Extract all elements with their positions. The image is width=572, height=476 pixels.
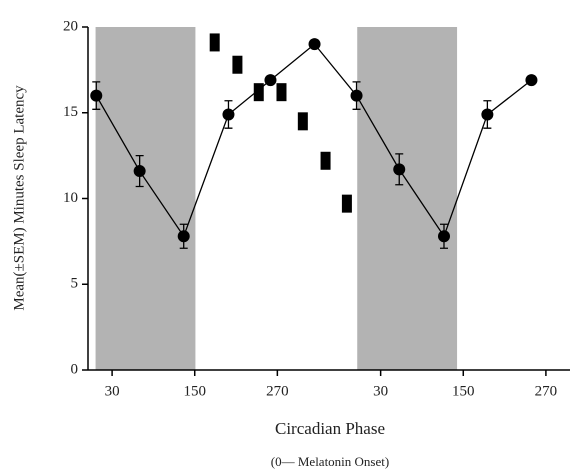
point [437, 230, 450, 243]
note: (0— Melatonin Onset) [271, 454, 389, 469]
point [393, 163, 406, 176]
x-axis-label: Circadian Phase [275, 419, 385, 438]
y-tick-label: 0 [71, 361, 79, 377]
point [209, 33, 220, 52]
x-tick-label: 150 [183, 383, 206, 399]
x-tick-label: 270 [535, 383, 558, 399]
x-tick-label: 30 [373, 383, 388, 399]
y-tick-label: 5 [71, 276, 79, 292]
y-tick-label: 20 [63, 18, 78, 34]
x-tick-label: 30 [105, 383, 120, 399]
point [350, 89, 363, 102]
point [481, 108, 494, 121]
shaded-region [95, 27, 196, 370]
point [525, 74, 538, 87]
point [308, 38, 321, 51]
point [232, 55, 243, 74]
point [297, 112, 308, 131]
point [222, 108, 235, 121]
point [341, 194, 352, 213]
x-tick-label: 270 [266, 383, 289, 399]
y-tick-label: 10 [63, 190, 78, 206]
point [264, 74, 277, 87]
y-axis-label: Mean(±SEM) Minutes Sleep Latency [11, 85, 27, 311]
point [133, 165, 146, 178]
point [253, 83, 264, 102]
point [276, 83, 287, 102]
x-tick-label: 150 [452, 383, 475, 399]
point [177, 230, 190, 243]
point [320, 151, 331, 170]
point [90, 89, 103, 102]
y-tick-label: 15 [63, 104, 78, 120]
shaded-region [357, 27, 458, 370]
